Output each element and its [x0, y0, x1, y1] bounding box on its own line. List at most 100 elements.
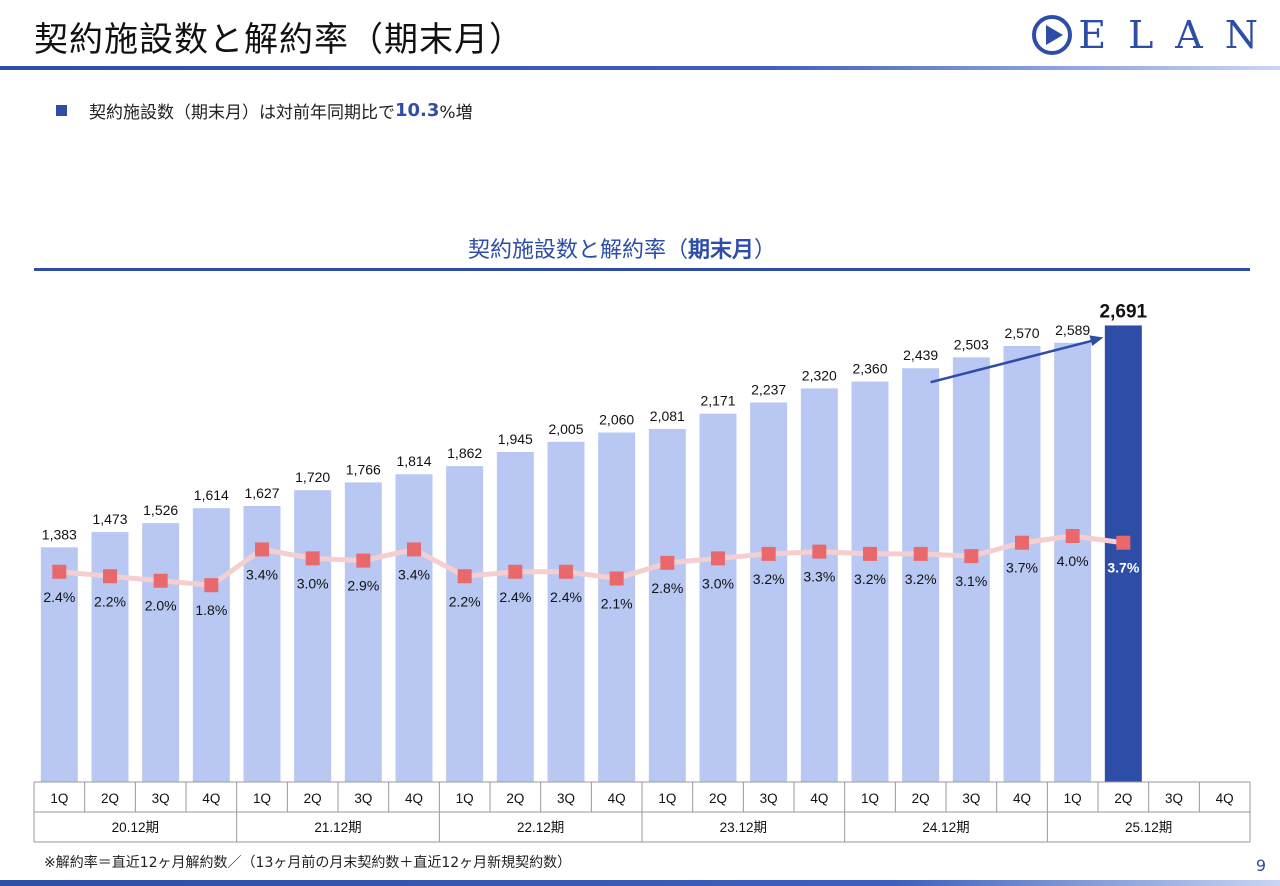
- summary-bullet: 契約施設数（期末月）は対前年同期比で 10.3 %増: [56, 98, 473, 123]
- rate-marker: [153, 573, 168, 588]
- chart-title: 契約施設数と解約率（期末月）: [0, 232, 1244, 264]
- category-label: 4Q: [1216, 791, 1234, 806]
- rate-value-label: 2.4%: [43, 589, 75, 605]
- bar: [750, 402, 788, 782]
- bar-value-label: 1,614: [194, 487, 229, 503]
- rate-marker: [305, 551, 320, 566]
- bar: [800, 388, 838, 782]
- bar: [1104, 325, 1142, 782]
- rate-marker: [711, 551, 725, 566]
- summary-suffix: %増: [439, 103, 473, 123]
- footer-divider: [0, 880, 1280, 886]
- logo-text: ELAN: [1078, 13, 1280, 57]
- category-label: 2Q: [506, 791, 524, 806]
- rate-line: [59, 533, 1124, 588]
- rate-value-label: 3.1%: [955, 573, 987, 589]
- bar: [598, 432, 636, 782]
- rate-value-label: 2.4%: [550, 589, 582, 605]
- group-label: 25.12期: [1125, 820, 1172, 835]
- bar-value-label: 1,473: [92, 511, 127, 527]
- rate-value-label: 2.4%: [499, 589, 531, 605]
- bar-value-label: 2,503: [954, 336, 989, 352]
- category-label: 2Q: [101, 791, 119, 806]
- bar: [851, 381, 889, 782]
- rate-value-label: 3.7%: [1107, 560, 1139, 576]
- footnote: ※解約率＝直近12ヶ月解約数／（13ヶ月前の月末契約数＋直近12ヶ月新規契約数）: [44, 855, 572, 871]
- category-label: 3Q: [760, 791, 778, 806]
- rate-value-label: 3.2%: [854, 571, 886, 587]
- rate-value-label: 3.4%: [246, 566, 278, 582]
- rate-value-label: 3.2%: [753, 571, 785, 587]
- category-label: 2Q: [1114, 791, 1132, 806]
- rate-value-label: 3.3%: [803, 569, 835, 585]
- rate-marker: [255, 542, 269, 557]
- bar-value-label: 1,945: [498, 431, 533, 447]
- rate-marker: [1015, 535, 1029, 550]
- header-divider: [0, 66, 1280, 70]
- rate-value-label: 2.2%: [94, 593, 126, 609]
- bar: [446, 466, 484, 782]
- rate-value-label: 3.0%: [702, 575, 734, 591]
- rate-value-label: 3.0%: [297, 575, 329, 591]
- bar-value-label: 1,766: [346, 461, 381, 477]
- bar-value-label: 1,526: [143, 502, 178, 518]
- bar-value-label: 2,060: [599, 412, 634, 428]
- category-label: 1Q: [1064, 791, 1082, 806]
- group-label: 22.12期: [517, 820, 564, 835]
- bar-value-label: 2,360: [852, 361, 887, 377]
- category-label: 1Q: [456, 791, 474, 806]
- bar-value-label: 2,589: [1055, 322, 1090, 338]
- bar: [1003, 345, 1041, 782]
- bar-value-label: 2,237: [751, 381, 786, 397]
- rate-value-label: 2.2%: [449, 593, 481, 609]
- bar-value-label: 2,171: [700, 393, 735, 409]
- trend-arrow-line: [930, 338, 1096, 384]
- category-label: 3Q: [1165, 791, 1183, 806]
- group-label: 24.12期: [922, 820, 969, 835]
- page-title: 契約施設数と解約率（期末月）: [34, 20, 524, 60]
- logo-play-icon: [1032, 15, 1073, 55]
- category-label: 4Q: [405, 791, 423, 806]
- page-number: 9: [1255, 856, 1266, 875]
- category-label: 1Q: [861, 791, 879, 806]
- rate-value-label: 2.8%: [651, 580, 683, 596]
- bar: [699, 413, 737, 782]
- bar: [142, 523, 180, 782]
- rate-marker: [863, 546, 877, 561]
- bar: [40, 547, 78, 782]
- bar-value-label: 2,439: [903, 347, 938, 363]
- bar-value-label: 1,383: [42, 526, 77, 542]
- category-label: 2Q: [304, 791, 322, 806]
- rate-marker: [103, 569, 117, 584]
- chart-title-main: 契約施設数と解約率（: [467, 238, 688, 263]
- elan-logo: ELAN: [1032, 12, 1258, 58]
- bar-value-label: 1,720: [295, 469, 330, 485]
- rate-marker: [457, 569, 472, 584]
- bar: [496, 452, 534, 782]
- category-label: 1Q: [50, 791, 68, 806]
- rate-marker: [660, 555, 675, 570]
- bar-value-label: 2,081: [650, 408, 685, 424]
- rate-value-label: 3.7%: [1006, 560, 1038, 576]
- rate-marker: [1116, 535, 1131, 550]
- rate-value-label: 2.0%: [145, 598, 177, 614]
- bar: [395, 474, 433, 782]
- category-label: 3Q: [152, 791, 170, 806]
- bar-value-label: 2,005: [548, 421, 583, 437]
- bar: [344, 482, 382, 782]
- rate-value-label: 4.0%: [1057, 553, 1089, 569]
- rate-marker: [407, 542, 421, 557]
- summary-prefix: 契約施設数（期末月）は対前年同期比で: [89, 103, 395, 123]
- rate-value-label: 2.9%: [347, 578, 379, 594]
- rate-value-label: 1.8%: [195, 602, 227, 618]
- rate-marker: [964, 549, 979, 564]
- rate-value-label: 2.1%: [601, 595, 633, 611]
- bar: [192, 508, 230, 782]
- group-label: 21.12期: [314, 820, 361, 835]
- category-label: 4Q: [1013, 791, 1031, 806]
- rate-marker: [204, 578, 219, 593]
- category-label: 3Q: [962, 791, 980, 806]
- bar-value-label: 1,627: [244, 485, 279, 501]
- rate-marker: [508, 564, 523, 579]
